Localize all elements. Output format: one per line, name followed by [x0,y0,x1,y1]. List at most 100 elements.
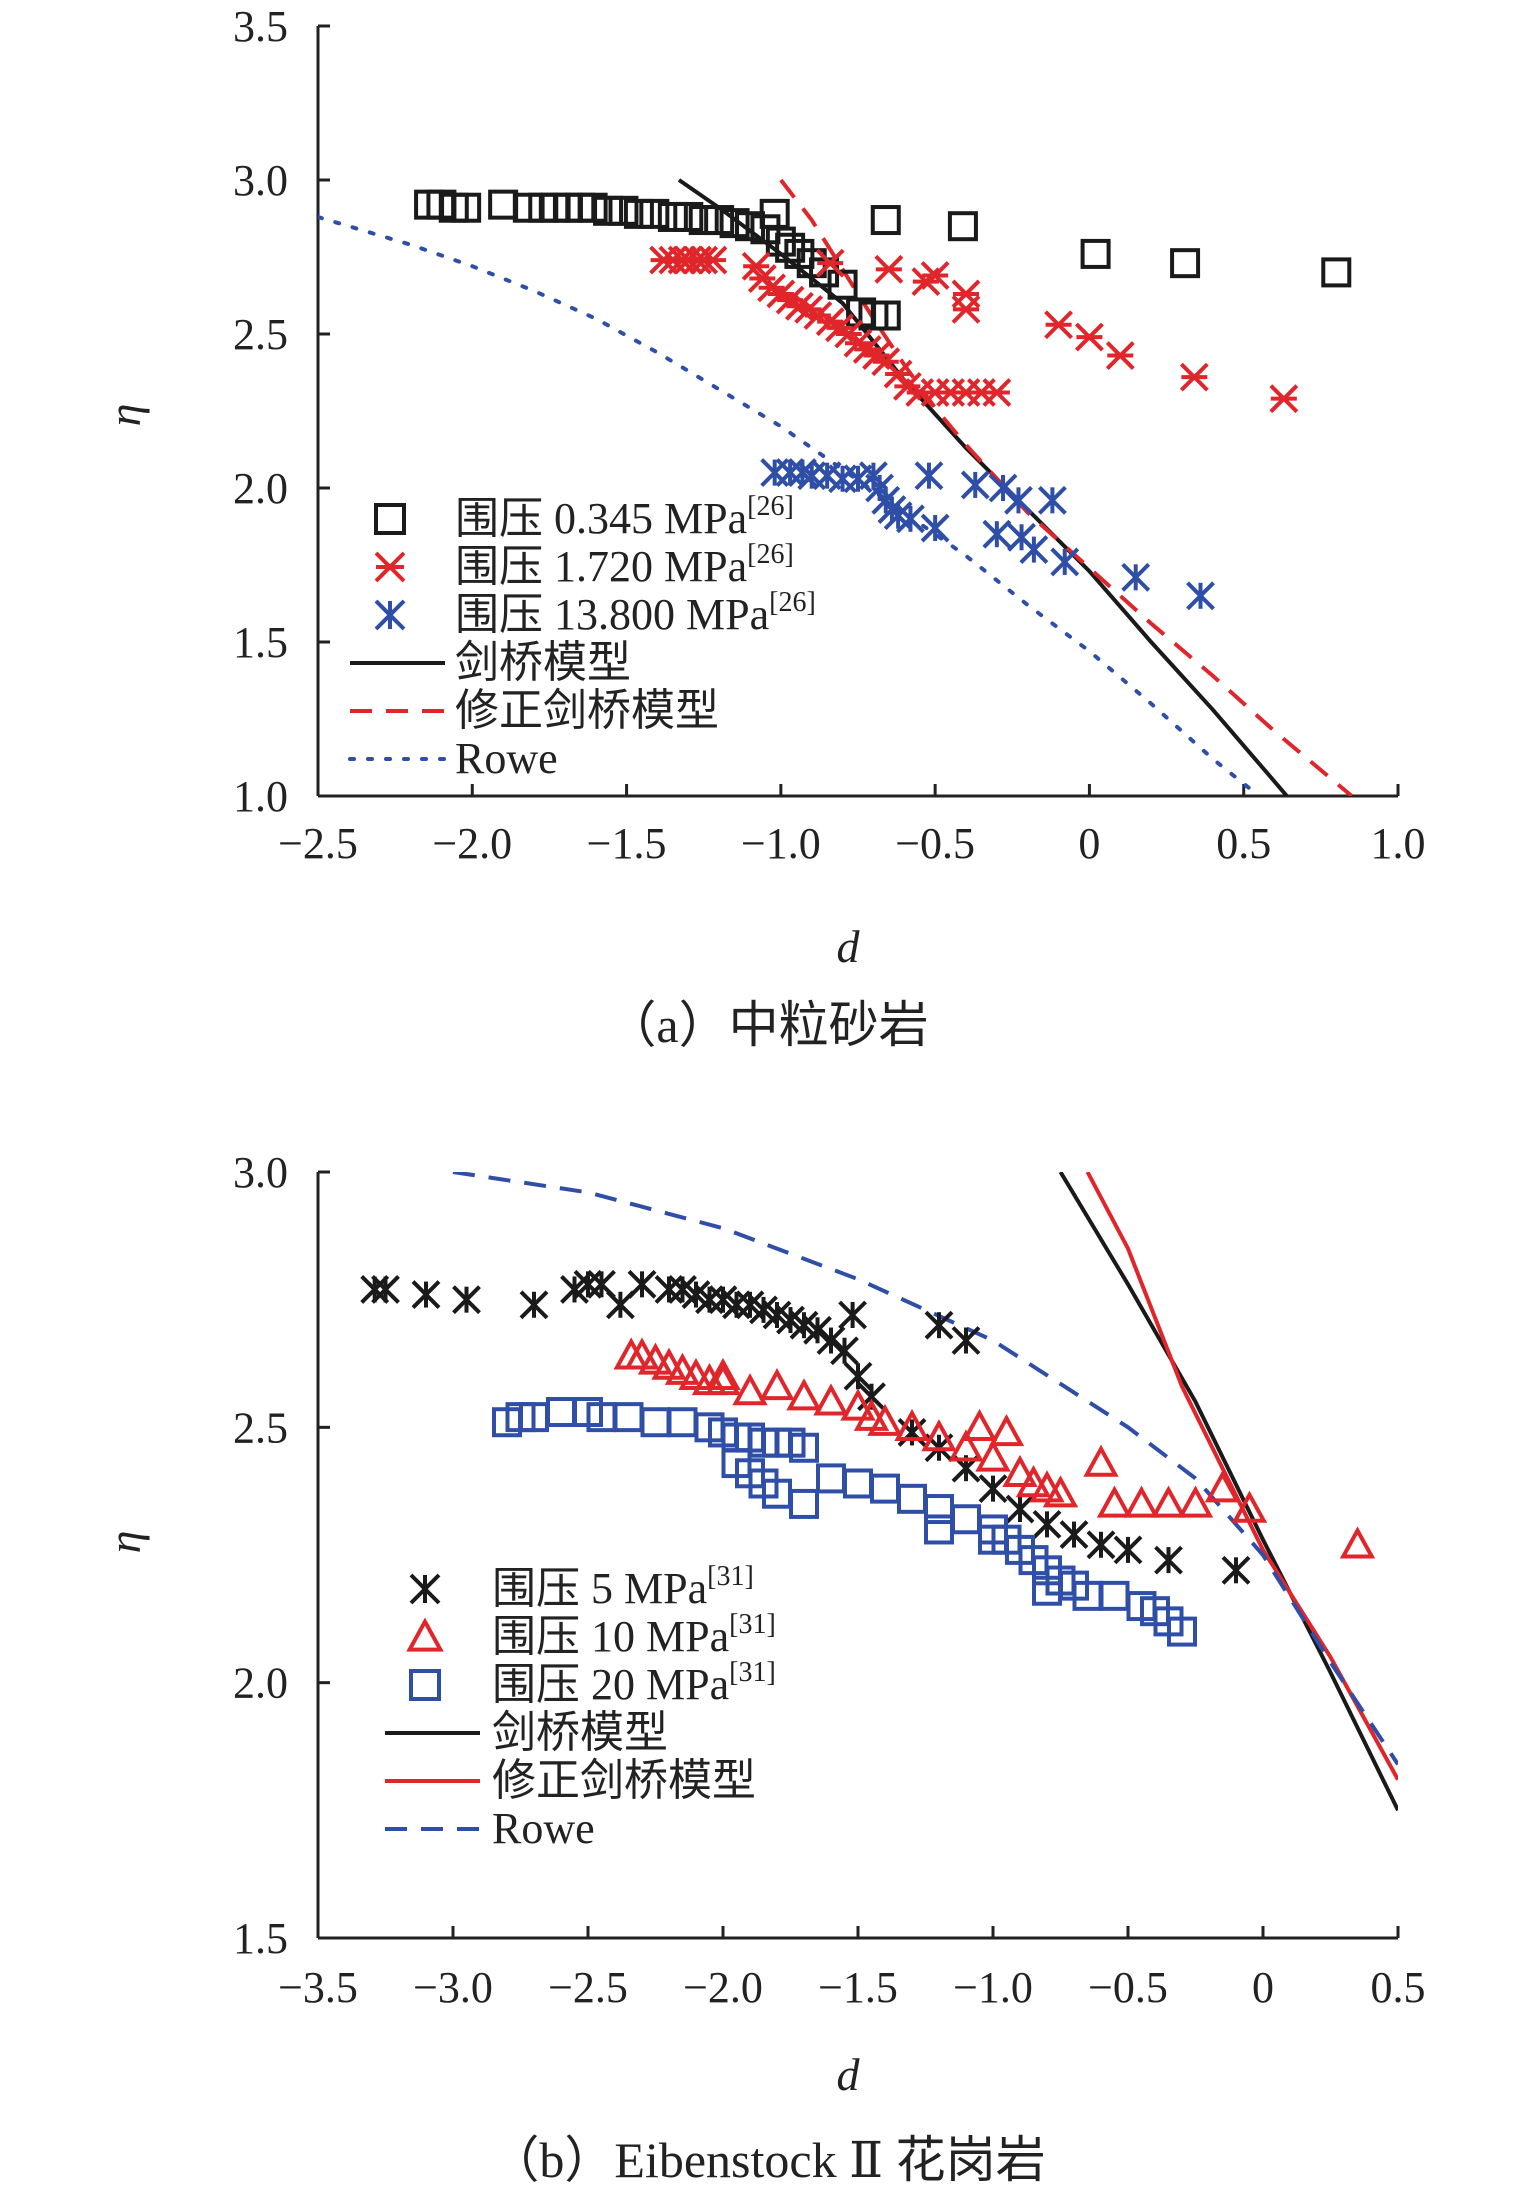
series-0-points [414,189,1352,331]
model-curve-0 [1058,1172,1398,1812]
data-point [988,1413,1025,1447]
data-point [452,1285,481,1315]
series-1-points [649,245,1299,414]
legend-item: 围压 10 MPa[31] [406,1609,776,1661]
data-point [1105,341,1135,370]
x-tick-label: 0.5 [1216,819,1271,868]
legend-ref: [31] [729,1609,776,1640]
data-point [639,198,670,229]
legend-label: 围压 1.720 MPa[26] [455,539,794,591]
data-point [951,294,981,324]
data-point [688,205,719,236]
caption-b: （b）Eibenstock Ⅱ 花岗岩 [489,2132,1046,2188]
data-point [896,504,925,534]
legend-item: 修正剑桥模型 [350,686,719,735]
legend-label: 修正剑桥模型 [492,1756,756,1805]
data-point [1170,248,1201,279]
data-point [1231,1490,1268,1523]
data-point [1269,384,1299,414]
panel-b: −3.5 −3.0 −2.5 −2.0 −1.5 −1.0 −0.5 0 0.5 1.5 2.0 2.… [0,1080,1535,2189]
data-point [1002,1454,1038,1487]
data-point [1042,1475,1079,1508]
series-0-points [360,1269,1251,1585]
x-tick-label: −3.0 [413,1963,493,2012]
data-point [371,1275,400,1304]
y-tick-label: 2.0 [233,1659,288,1708]
chart-b: −3.5 −3.0 −2.5 −2.0 −1.5 −1.0 −0.5 0 0.5 1.5 2.0 2.… [99,1148,1426,2100]
legend-ref: [31] [707,1561,754,1592]
x-tick-label: −1.0 [953,1963,1033,2012]
data-point [1096,1485,1133,1518]
x-axis-label: d [837,921,861,972]
data-point [813,1383,849,1416]
legend: 围压 0.345 MPa[26]围压 1.720 MPa[26]围压 13.80… [348,491,816,783]
x-axis-label: d [837,2049,861,2100]
data-point [1032,1575,1062,1606]
legend-label: 修正剑桥模型 [455,686,719,735]
data-point [840,1388,876,1421]
data-point [815,248,845,278]
data-point [695,1285,724,1315]
data-point [546,1397,576,1428]
data-point [1167,1616,1197,1647]
y-axis-label: η [99,404,150,427]
data-point [704,205,735,236]
legend-item: 围压 5 MPa[31] [409,1561,754,1613]
legend-label: 围压 10 MPa[31] [492,1609,776,1661]
data-point [951,1326,981,1355]
legend-ref: [26] [747,491,794,522]
data-point [816,1326,846,1355]
data-point [759,1368,795,1401]
data-point [1339,1526,1376,1559]
data-point [897,1483,927,1514]
data-point [827,269,858,300]
x-tick-label: −3.5 [278,1963,358,2012]
legend-ref: [26] [769,587,816,618]
legend-item: 修正剑桥模型 [385,1756,756,1805]
data-point [1080,238,1111,269]
data-point [623,198,654,229]
data-point [924,1310,954,1340]
x-tick-label: −1.0 [741,819,821,868]
data-point [786,1378,822,1411]
data-point [1121,562,1151,592]
data-point [961,1408,998,1442]
legend-item: 剑桥模型 [350,638,631,687]
data-point [627,1269,657,1299]
series-2-points [760,458,1215,611]
data-point [951,1504,981,1535]
data-point [654,1275,684,1304]
data-point [947,211,978,242]
x-tick-label: −2.0 [432,819,512,868]
data-point [608,195,639,226]
x-tick-label: 1.0 [1371,819,1426,868]
data-point [673,201,704,232]
data-point [488,189,519,220]
data-point [870,205,901,236]
y-axis-label: η [99,1531,150,1554]
legend-label: Rowe [492,1804,595,1853]
legend-item: 围压 20 MPa[31] [409,1657,776,1709]
data-point [775,232,806,263]
data-point [924,1514,954,1545]
data-point [870,300,901,331]
data-point [1037,485,1067,515]
x-tick-label: 0.5 [1371,1963,1426,2012]
data-point [870,1473,900,1504]
data-point [1154,1545,1183,1575]
data-point [975,1439,1011,1472]
legend-item: 围压 0.345 MPa[26] [374,491,794,543]
data-point [1204,1470,1241,1503]
data-point [411,1280,441,1309]
data-point [593,195,624,226]
data-point [978,1474,1008,1504]
x-tick-label: 0 [1078,819,1100,868]
x-tick-label: 0 [1252,1963,1274,2012]
data-point [512,192,543,223]
data-point [1032,1509,1062,1539]
legend-item: Rowe [385,1804,595,1853]
legend-label: 围压 0.345 MPa[26] [455,491,794,543]
legend-label: Rowe [455,734,558,783]
data-point [789,1432,819,1463]
legend-item: 围压 1.720 MPa[26] [374,539,794,591]
